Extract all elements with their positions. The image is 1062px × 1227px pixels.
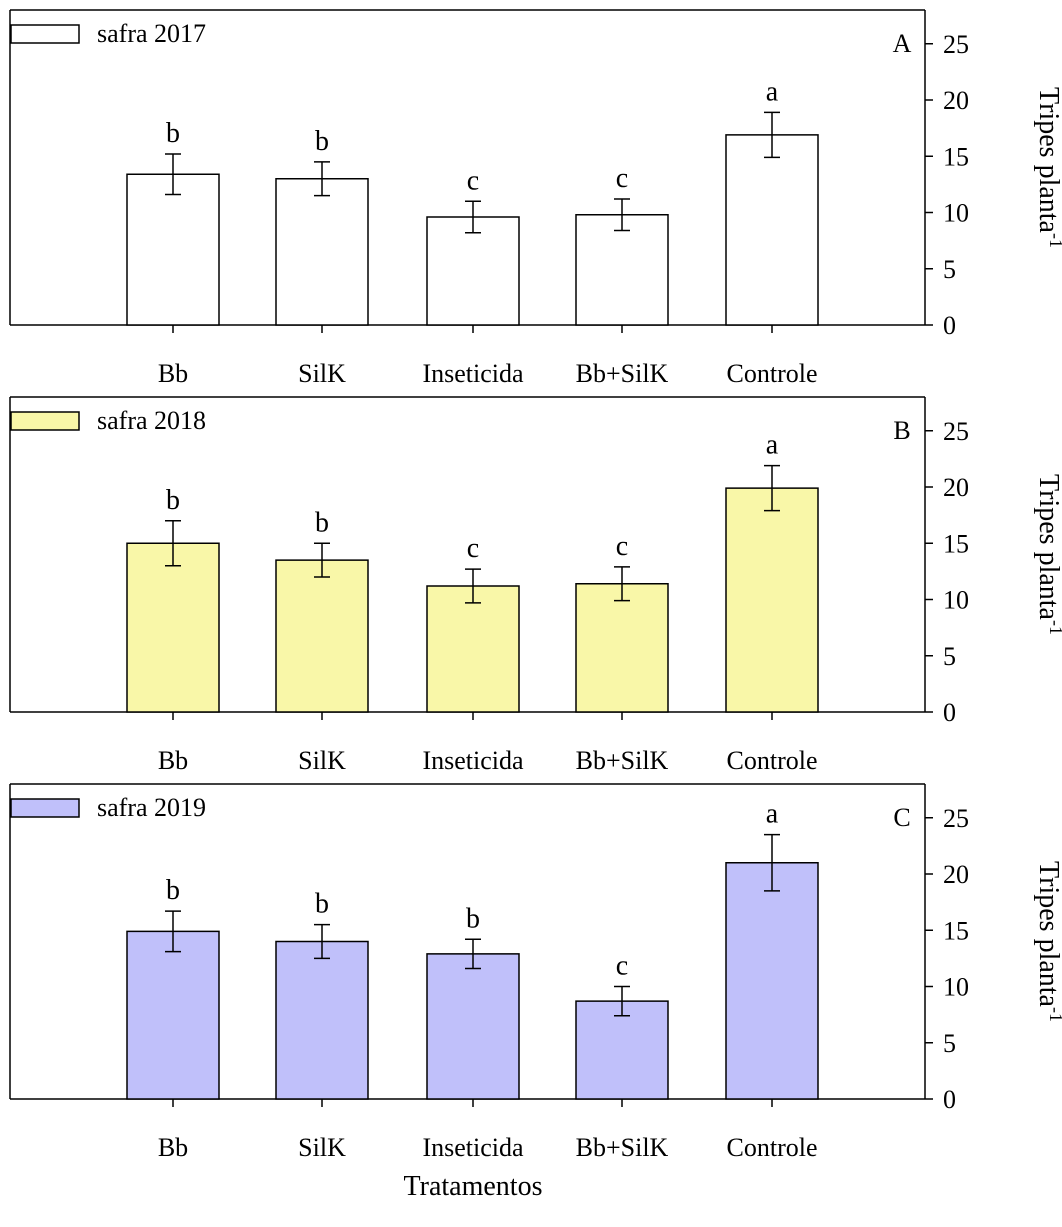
significance-letter: c	[616, 951, 628, 982]
y-tick-label: 10	[943, 973, 969, 1002]
bar	[275, 559, 369, 713]
significance-letter: c	[467, 533, 479, 564]
legend-swatch	[10, 798, 80, 818]
y-axis-title-superscript: -1	[1046, 1007, 1062, 1022]
x-axis-title: Tratamentos	[404, 1171, 543, 1202]
category-label: SilK	[298, 359, 346, 388]
category-label: Bb+SilK	[576, 746, 669, 775]
y-tick-label: 20	[943, 86, 969, 115]
significance-letter: b	[166, 875, 180, 906]
category-label: Bb+SilK	[576, 1133, 669, 1162]
category-label: Bb+SilK	[576, 359, 669, 388]
significance-letter: b	[315, 126, 329, 157]
y-tick-label: 20	[943, 473, 969, 502]
bar	[575, 214, 669, 326]
significance-letter: c	[616, 531, 628, 562]
y-tick-label: 20	[943, 860, 969, 889]
category-label: SilK	[298, 1133, 346, 1162]
y-tick-label: 15	[943, 916, 969, 945]
legend-label: safra 2019	[97, 793, 206, 822]
category-label: Controle	[727, 1133, 818, 1162]
significance-letter: c	[467, 165, 479, 196]
bar	[725, 862, 819, 1100]
bar	[126, 542, 220, 713]
y-tick-label: 25	[943, 804, 969, 833]
y-tick-label: 0	[943, 1085, 956, 1114]
y-axis-title-superscript: -1	[1046, 233, 1062, 248]
bar	[126, 173, 220, 326]
category-label: Bb	[158, 359, 188, 388]
y-axis-title-superscript: -1	[1046, 620, 1062, 635]
bar	[725, 134, 819, 326]
bar	[575, 1000, 669, 1100]
y-tick-label: 5	[943, 642, 956, 671]
category-label: Inseticida	[422, 1133, 524, 1162]
bar	[426, 953, 520, 1100]
legend-swatch	[10, 411, 80, 431]
category-label: Controle	[727, 359, 818, 388]
category-label: SilK	[298, 746, 346, 775]
category-label: Inseticida	[422, 746, 524, 775]
y-axis-title: Tripes planta-1	[1033, 87, 1062, 248]
significance-letter: b	[166, 118, 180, 149]
category-label: Inseticida	[422, 359, 524, 388]
significance-letter: b	[466, 903, 480, 934]
category-label: Controle	[727, 746, 818, 775]
legend-swatch	[10, 24, 80, 44]
bar	[275, 178, 369, 326]
y-tick-label: 25	[943, 417, 969, 446]
significance-letter: b	[166, 485, 180, 516]
legend-label: safra 2018	[97, 406, 206, 435]
y-tick-label: 5	[943, 1029, 956, 1058]
panel-letter: B	[893, 416, 910, 445]
bar	[126, 930, 220, 1100]
significance-letter: b	[315, 889, 329, 920]
y-tick-label: 15	[943, 142, 969, 171]
y-axis-title: Tripes planta-1	[1033, 474, 1062, 635]
category-label: Bb	[158, 1133, 188, 1162]
bar	[575, 583, 669, 713]
bar	[426, 585, 520, 713]
bar	[275, 940, 369, 1100]
y-tick-label: 5	[943, 255, 956, 284]
significance-letter: a	[766, 430, 779, 461]
y-tick-label: 15	[943, 529, 969, 558]
legend-label: safra 2017	[97, 19, 206, 48]
significance-letter: a	[766, 799, 779, 830]
significance-letter: a	[766, 76, 779, 107]
category-label: Bb	[158, 746, 188, 775]
panel-letter: A	[893, 29, 912, 58]
panel-letter: C	[893, 803, 910, 832]
y-tick-label: 10	[943, 586, 969, 615]
bar	[725, 487, 819, 713]
y-tick-label: 10	[943, 199, 969, 228]
y-axis-title: Tripes planta-1	[1033, 861, 1062, 1022]
y-tick-label: 0	[943, 698, 956, 727]
significance-letter: c	[616, 163, 628, 194]
significance-letter: b	[315, 507, 329, 538]
y-tick-label: 0	[943, 311, 956, 340]
y-tick-label: 25	[943, 30, 969, 59]
